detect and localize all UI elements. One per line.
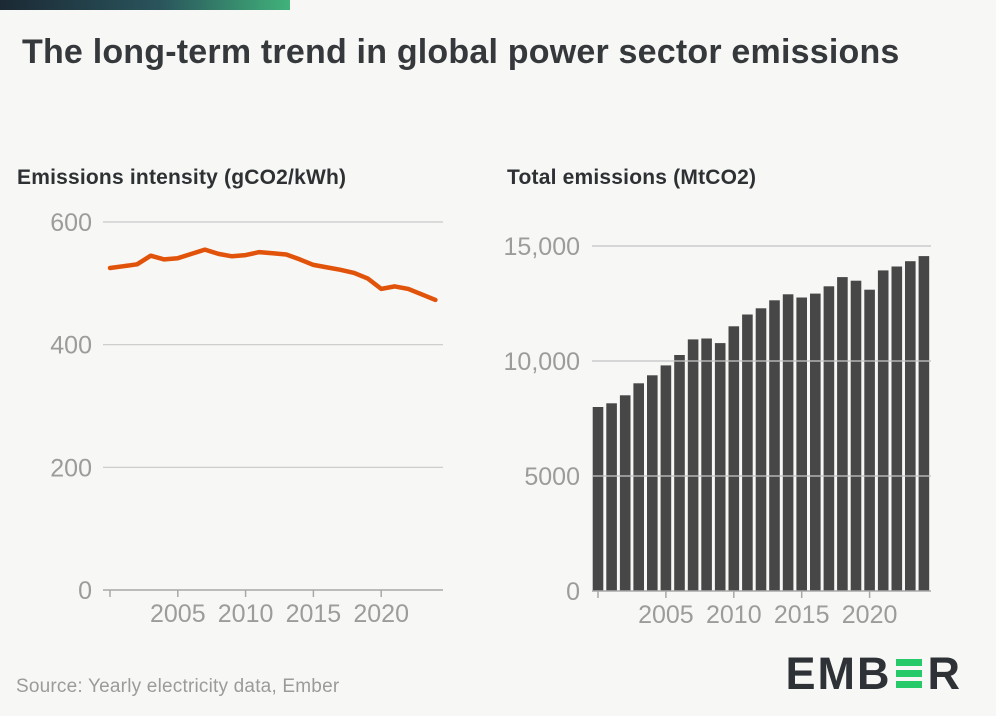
total-chart-title: Total emissions (MtCO2): [507, 166, 757, 189]
y-axis-label: 0: [566, 578, 580, 606]
y-axis-label: 0: [78, 577, 92, 605]
emissions-bar: [864, 289, 875, 591]
emissions-bar: [769, 300, 780, 591]
y-axis-label: 10,000: [504, 348, 580, 376]
emissions-bar: [714, 343, 726, 591]
emissions-bar: [850, 280, 862, 591]
emissions-bar: [660, 365, 672, 591]
page-title: The long-term trend in global power sect…: [22, 33, 900, 71]
emissions-bar: [619, 395, 631, 591]
emissions-bar: [633, 383, 644, 591]
x-axis-tick-label: 2005: [638, 601, 694, 629]
y-axis-label: 400: [50, 332, 92, 360]
emissions-bar: [647, 375, 658, 591]
emissions-bar: [606, 403, 617, 591]
y-axis-label: 15,000: [504, 233, 580, 261]
x-axis-tick-label: 2015: [286, 600, 342, 628]
emissions-bar: [905, 261, 916, 591]
emissions-bar: [755, 308, 767, 591]
ember-logo-text-emb: EMB: [785, 648, 892, 699]
emissions-intensity-line: [107, 247, 438, 303]
source-note: Source: Yearly electricity data, Ember: [16, 676, 340, 697]
emissions-bar: [701, 338, 712, 591]
emissions-bar: [742, 314, 753, 591]
emissions-bar: [796, 297, 807, 591]
emissions-bar: [674, 355, 685, 591]
ember-logo-green-e-icon: [895, 653, 922, 693]
emissions-bar: [592, 407, 604, 591]
emissions-intensity-line-chart: 0 200 400 600 2005 2010 2015 2020: [50, 209, 443, 628]
ember-logo-text-r: R: [927, 648, 962, 699]
x-axis-tick-label: 2015: [774, 601, 830, 629]
y-axis-label: 5000: [524, 463, 580, 491]
brand-accent-bar: [0, 0, 290, 10]
intensity-chart-title: Emissions intensity (gCO2/kWh): [17, 166, 347, 189]
emissions-bar: [687, 339, 699, 591]
emissions-bar: [918, 256, 930, 591]
x-axis-tick-label: 2020: [353, 600, 409, 628]
x-axis-tick-label: 2010: [218, 600, 274, 628]
x-axis-tick-label: 2010: [706, 601, 762, 629]
emissions-bar: [823, 286, 835, 592]
total-emissions-bar-chart: 0 5000 10,000 15,000 2005 2010 2015 2020: [504, 233, 931, 629]
x-axis-tick-label: 2020: [842, 601, 898, 629]
emissions-bar: [877, 270, 889, 591]
emissions-bar: [728, 326, 740, 591]
emissions-bar: [782, 294, 794, 591]
y-axis-label: 200: [50, 454, 92, 482]
emissions-bar: [891, 266, 903, 591]
emissions-bar: [810, 293, 821, 591]
emissions-bar: [837, 277, 848, 591]
ember-logo: EMB R: [785, 648, 963, 699]
x-axis-tick-label: 2005: [150, 600, 206, 628]
y-axis-label: 600: [50, 209, 92, 237]
